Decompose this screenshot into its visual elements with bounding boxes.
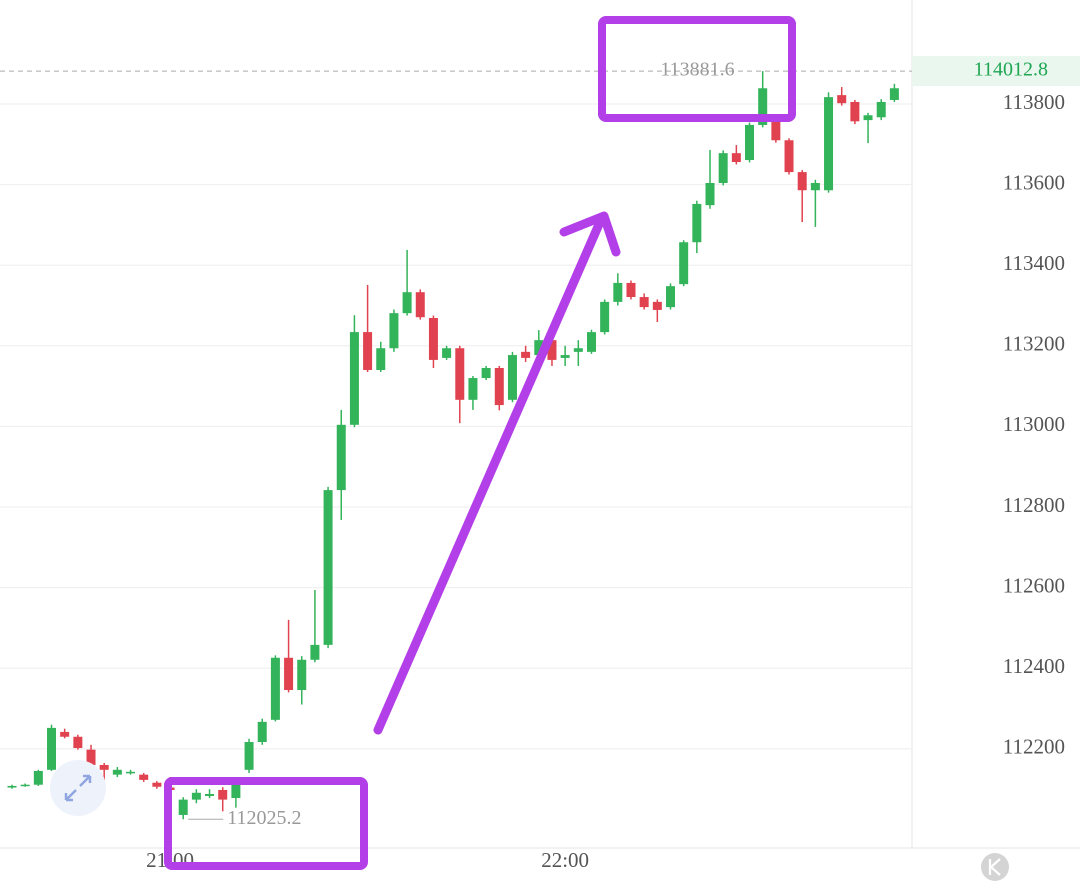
kline-button[interactable] [981, 853, 1009, 881]
candle-body [810, 182, 820, 191]
candle-body [47, 727, 57, 770]
candle-body [613, 282, 623, 302]
candle-body [507, 355, 517, 400]
last-price: 114012.8 [974, 59, 1048, 81]
candle-body [824, 97, 834, 191]
candle-body [191, 792, 201, 800]
candle-body [797, 172, 807, 191]
trend-arrow [373, 217, 605, 735]
candles [7, 71, 899, 820]
candle-body [442, 348, 452, 358]
candle-body [270, 657, 280, 720]
candle-body [218, 789, 228, 800]
candle-body [586, 332, 596, 352]
candle-body [60, 731, 70, 737]
candle-body [99, 764, 109, 770]
candle-body [534, 340, 544, 356]
expand-button[interactable] [50, 760, 106, 816]
candle-body [231, 779, 241, 799]
candle-body [297, 659, 307, 691]
high-label: 113881.6 [660, 59, 734, 81]
candle-body [705, 182, 715, 206]
candle-body [152, 782, 162, 787]
candle-body [573, 348, 583, 352]
candle-body [112, 769, 122, 775]
candle-body [784, 140, 794, 173]
candle-body [244, 742, 254, 770]
kline-icon [988, 858, 1001, 876]
y-tick-label: 113200 [1003, 332, 1065, 356]
candle-body [771, 120, 781, 141]
candle-body [7, 785, 17, 788]
low-label: 112025.2 [227, 807, 301, 829]
candle-body [139, 774, 149, 780]
highlight-box [164, 777, 368, 870]
candle-body [126, 771, 136, 774]
y-tick-label: 112200 [1003, 735, 1065, 759]
highlight-box [598, 16, 796, 122]
candle-body [889, 88, 899, 100]
candle-body [692, 203, 702, 243]
candle-body [731, 153, 741, 163]
candle-body [389, 313, 399, 349]
y-tick-label: 112400 [1003, 654, 1065, 678]
y-tick-label: 113600 [1003, 170, 1065, 194]
candle-body [876, 101, 886, 118]
candle-body [336, 424, 346, 491]
candle-body [679, 242, 689, 285]
candle-body [837, 95, 847, 104]
candle-body [718, 153, 728, 183]
candle-body [521, 351, 531, 358]
labels: 112200 112400 112600 112800 113000 113200 1134… [0, 56, 1080, 872]
y-tick-label: 112800 [1003, 493, 1065, 517]
candle-body [284, 657, 294, 691]
trend-arrow-head [559, 211, 621, 257]
candle-body [666, 286, 675, 308]
candle-body [310, 644, 320, 660]
candle-body [257, 721, 267, 742]
expand-icon [64, 774, 92, 802]
candle-body [349, 332, 359, 425]
candle-body [494, 367, 504, 406]
candle-body [626, 282, 636, 298]
y-tick-label: 113000 [1003, 412, 1065, 436]
candle-body [415, 292, 425, 318]
candle-body [86, 749, 96, 765]
candle-body [481, 367, 491, 379]
candle-body [547, 340, 557, 360]
candle-body [639, 297, 649, 308]
candle-body [652, 301, 662, 310]
candle-body [428, 318, 438, 360]
candle-body [402, 292, 412, 314]
y-tick-label: 113800 [1003, 90, 1065, 114]
candle-body [468, 378, 478, 400]
candle-body [560, 355, 570, 358]
candle-body [863, 115, 873, 121]
candle-body [73, 736, 83, 749]
candle-body [178, 799, 188, 815]
y-tick-label: 113400 [1003, 251, 1065, 275]
candle-body [376, 348, 386, 370]
candle-body [205, 793, 215, 797]
candle-body [363, 332, 373, 370]
candle-body [745, 124, 755, 161]
grid [0, 103, 912, 750]
candle-body [758, 88, 768, 125]
y-tick-label: 112600 [1003, 573, 1065, 597]
candle-body [850, 101, 860, 122]
last-price-tag [912, 56, 1080, 87]
candle-body [600, 301, 610, 333]
candle-body [455, 348, 465, 400]
candle-body [20, 784, 30, 787]
candle-body [33, 771, 43, 785]
x-tick-label: 22:00 [541, 848, 589, 872]
candle-body [323, 490, 333, 645]
